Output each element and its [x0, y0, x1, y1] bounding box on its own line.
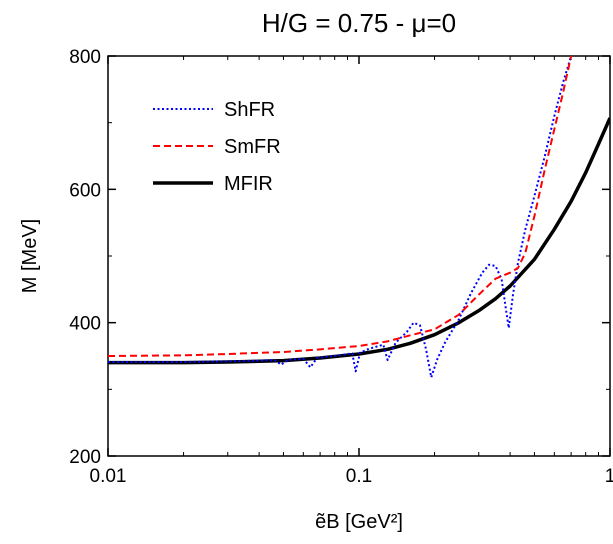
- series-line-mfir: [108, 117, 610, 365]
- y-tick-label: 400: [69, 314, 101, 335]
- y-tick-label: 200: [69, 447, 101, 468]
- x-tick-label: 1: [605, 466, 613, 487]
- legend-label-shfr: ShFR: [224, 99, 275, 121]
- x-tick-label: 0.1: [346, 466, 372, 487]
- x-tick-label: 0.01: [90, 466, 127, 487]
- y-tick-label: 600: [69, 180, 101, 201]
- legend-label-smfr: SmFR: [224, 136, 281, 158]
- y-tick-label: 800: [69, 47, 101, 68]
- axes: 200 400 600 800 0.01 0.1 1: [69, 47, 613, 487]
- series-line-shfr: [108, 56, 573, 379]
- chart-title: H/G = 0.75 - μ=0: [262, 8, 456, 38]
- x-axis-label: ẽB [GeV²]: [315, 511, 403, 533]
- series-line-smfr: [108, 56, 573, 357]
- legend-label-mfir: MFIR: [224, 173, 273, 195]
- series-layer: [108, 56, 610, 379]
- legend: ShFR SmFR MFIR: [153, 99, 281, 195]
- y-axis-label: M [MeV]: [19, 219, 41, 293]
